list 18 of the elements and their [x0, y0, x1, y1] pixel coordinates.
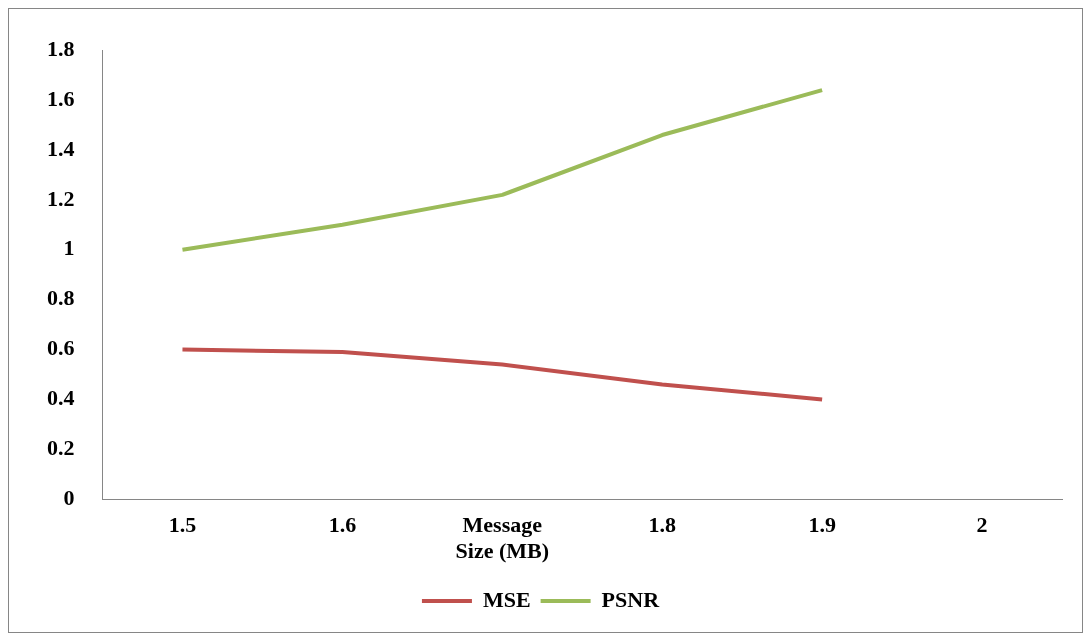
legend-label: MSE [482, 586, 531, 612]
y-tick-label: 0.2 [47, 435, 75, 460]
x-tick-label: 1.6 [328, 512, 357, 538]
y-tick-label: 0.8 [47, 285, 75, 311]
y-tick-label: 1.6 [47, 85, 75, 111]
legend-label: PSNR [601, 586, 661, 612]
y-tick-label: 1.2 [47, 185, 75, 211]
x-tick-label: 1.8 [648, 512, 676, 538]
y-tick-label: 0 [63, 484, 75, 510]
y-tick-label: 1.8 [47, 35, 75, 61]
y-tick-label: 1.4 [47, 135, 75, 161]
x-tick-label: 2 [976, 512, 988, 538]
y-tick-label: 0.4 [47, 385, 75, 411]
y-tick-label: 0.6 [47, 335, 75, 361]
x-tick-label: 1.9 [808, 512, 836, 538]
y-tick-label: 1 [63, 235, 75, 261]
x-tick-label: Message Size (MB) [455, 512, 550, 564]
x-tick-label: 1.5 [168, 512, 197, 538]
